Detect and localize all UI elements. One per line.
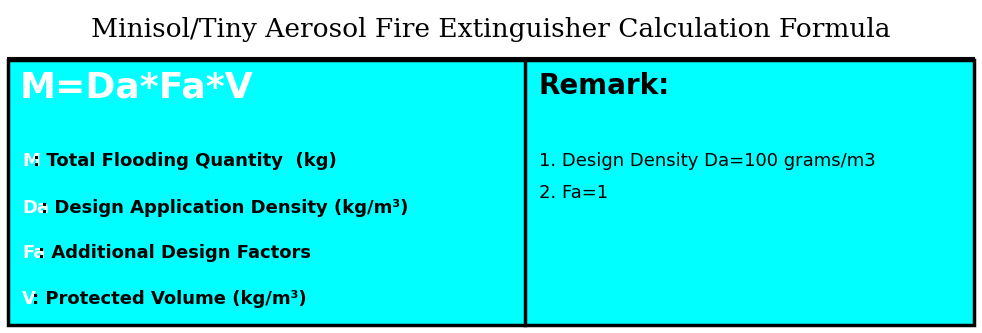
Text: Da: Da: [22, 199, 49, 217]
Text: V: V: [22, 289, 36, 307]
Text: 2. Fa=1: 2. Fa=1: [539, 183, 608, 201]
Text: M: M: [22, 152, 40, 170]
Text: : Total Flooding Quantity  (kg): : Total Flooding Quantity (kg): [33, 152, 337, 170]
Text: : Design Application Density (kg/m³): : Design Application Density (kg/m³): [41, 199, 409, 217]
Text: : Additional Design Factors: : Additional Design Factors: [38, 244, 311, 262]
Text: 1. Design Density Da=100 grams/m3: 1. Design Density Da=100 grams/m3: [539, 152, 876, 170]
Text: M=Da*Fa*V: M=Da*Fa*V: [20, 70, 253, 104]
Text: Remark:: Remark:: [539, 72, 670, 100]
FancyBboxPatch shape: [8, 60, 974, 325]
Text: Fa: Fa: [22, 244, 45, 262]
Text: : Protected Volume (kg/m³): : Protected Volume (kg/m³): [32, 289, 306, 307]
Text: Minisol/Tiny Aerosol Fire Extinguisher Calculation Formula: Minisol/Tiny Aerosol Fire Extinguisher C…: [91, 17, 891, 42]
